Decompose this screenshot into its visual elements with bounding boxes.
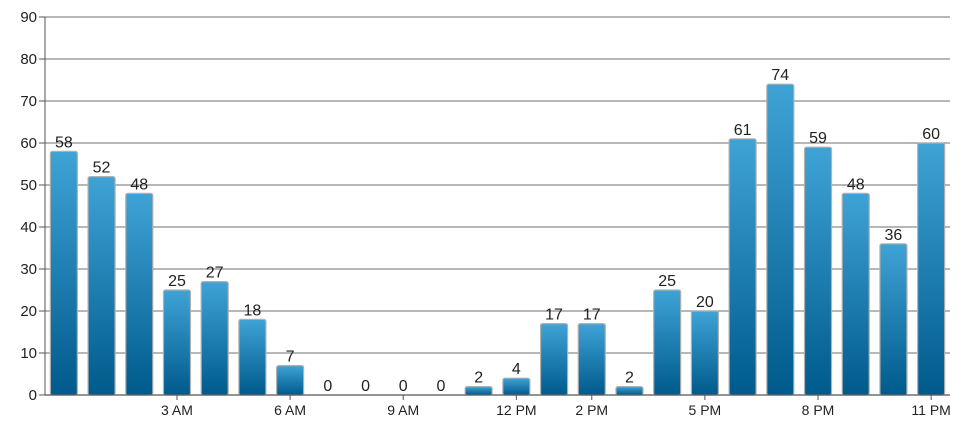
data-label: 59: [809, 130, 827, 147]
bar-6-am: [276, 365, 305, 396]
bar-2-am: [125, 192, 154, 396]
data-label: 4: [512, 361, 521, 378]
bar-4-am: [200, 281, 229, 396]
bar-11-pm: [917, 142, 946, 396]
data-label: 48: [130, 176, 148, 193]
data-label: 0: [436, 378, 445, 395]
x-axis: 3 AM 6 AM 9 AM 12 PM 2 PM 5 PM 8 PM 11 PM: [45, 394, 951, 418]
bar-3-am: [162, 289, 192, 396]
data-label: 25: [168, 273, 186, 290]
data-label: 25: [658, 273, 676, 290]
data-label: 0: [399, 378, 408, 395]
y-tick-label: 60: [20, 135, 37, 152]
y-axis: 0 10 20 30 40 50 60 70 80 90: [20, 9, 46, 404]
y-tick-label: 50: [20, 177, 37, 194]
bar-11-am: [464, 386, 493, 396]
data-label: 48: [847, 176, 865, 193]
bar-4-pm: [653, 289, 682, 396]
bar-7-pm: [766, 83, 795, 396]
x-tick-label: 12 PM: [496, 402, 536, 418]
data-label: 27: [206, 265, 224, 282]
data-label: 74: [771, 67, 789, 84]
y-tick-label: 0: [29, 387, 37, 404]
data-label: 17: [545, 307, 563, 324]
data-label: 2: [474, 370, 483, 387]
y-tick-label: 90: [20, 9, 37, 26]
x-tick-label: 6 AM: [274, 402, 306, 418]
data-label: 0: [361, 378, 370, 395]
data-label: 60: [922, 126, 940, 143]
bar-1-am: [87, 176, 116, 396]
data-label: 7: [286, 349, 295, 366]
bar-6-pm: [728, 138, 757, 396]
bar-9-pm: [841, 192, 870, 396]
x-tick-label: 5 PM: [689, 402, 722, 418]
x-tick-label: 9 AM: [387, 402, 419, 418]
data-label: 2: [625, 370, 634, 387]
data-label: 36: [885, 227, 903, 244]
data-label: 17: [583, 307, 601, 324]
data-label: 61: [734, 122, 752, 139]
data-label: 18: [243, 302, 261, 319]
x-tick-label: 11 PM: [911, 402, 950, 418]
bar-12-am: [49, 150, 78, 396]
data-labels: 58 52 48 25 27 18 7 0 0 0 0 2 4 17 17 2 25 20 61 74 59 48 36 60: [55, 67, 940, 395]
bar-3-pm: [615, 386, 644, 396]
y-tick-label: 70: [20, 93, 37, 110]
x-tick-label: 8 PM: [802, 402, 835, 418]
bar-12-pm: [502, 377, 531, 396]
gridlines: [45, 16, 950, 354]
bar-5-am: [238, 318, 267, 396]
y-tick-label: 40: [20, 219, 37, 236]
y-tick-label: 10: [20, 345, 37, 362]
y-tick-label: 30: [20, 261, 37, 278]
data-label: 20: [696, 294, 714, 311]
x-tick-label: 3 AM: [161, 402, 193, 418]
data-label: 52: [93, 160, 111, 177]
bar-2-pm: [577, 323, 606, 396]
bar-8-pm: [803, 146, 833, 396]
bar-1-pm: [539, 323, 569, 396]
data-label: 58: [55, 134, 73, 151]
x-tick-label: 2 PM: [575, 402, 608, 418]
data-label: 0: [323, 378, 332, 395]
y-tick-label: 80: [20, 51, 37, 68]
bar-5-pm: [690, 310, 719, 396]
bar-10-pm: [879, 243, 908, 396]
y-tick-label: 20: [20, 303, 37, 320]
